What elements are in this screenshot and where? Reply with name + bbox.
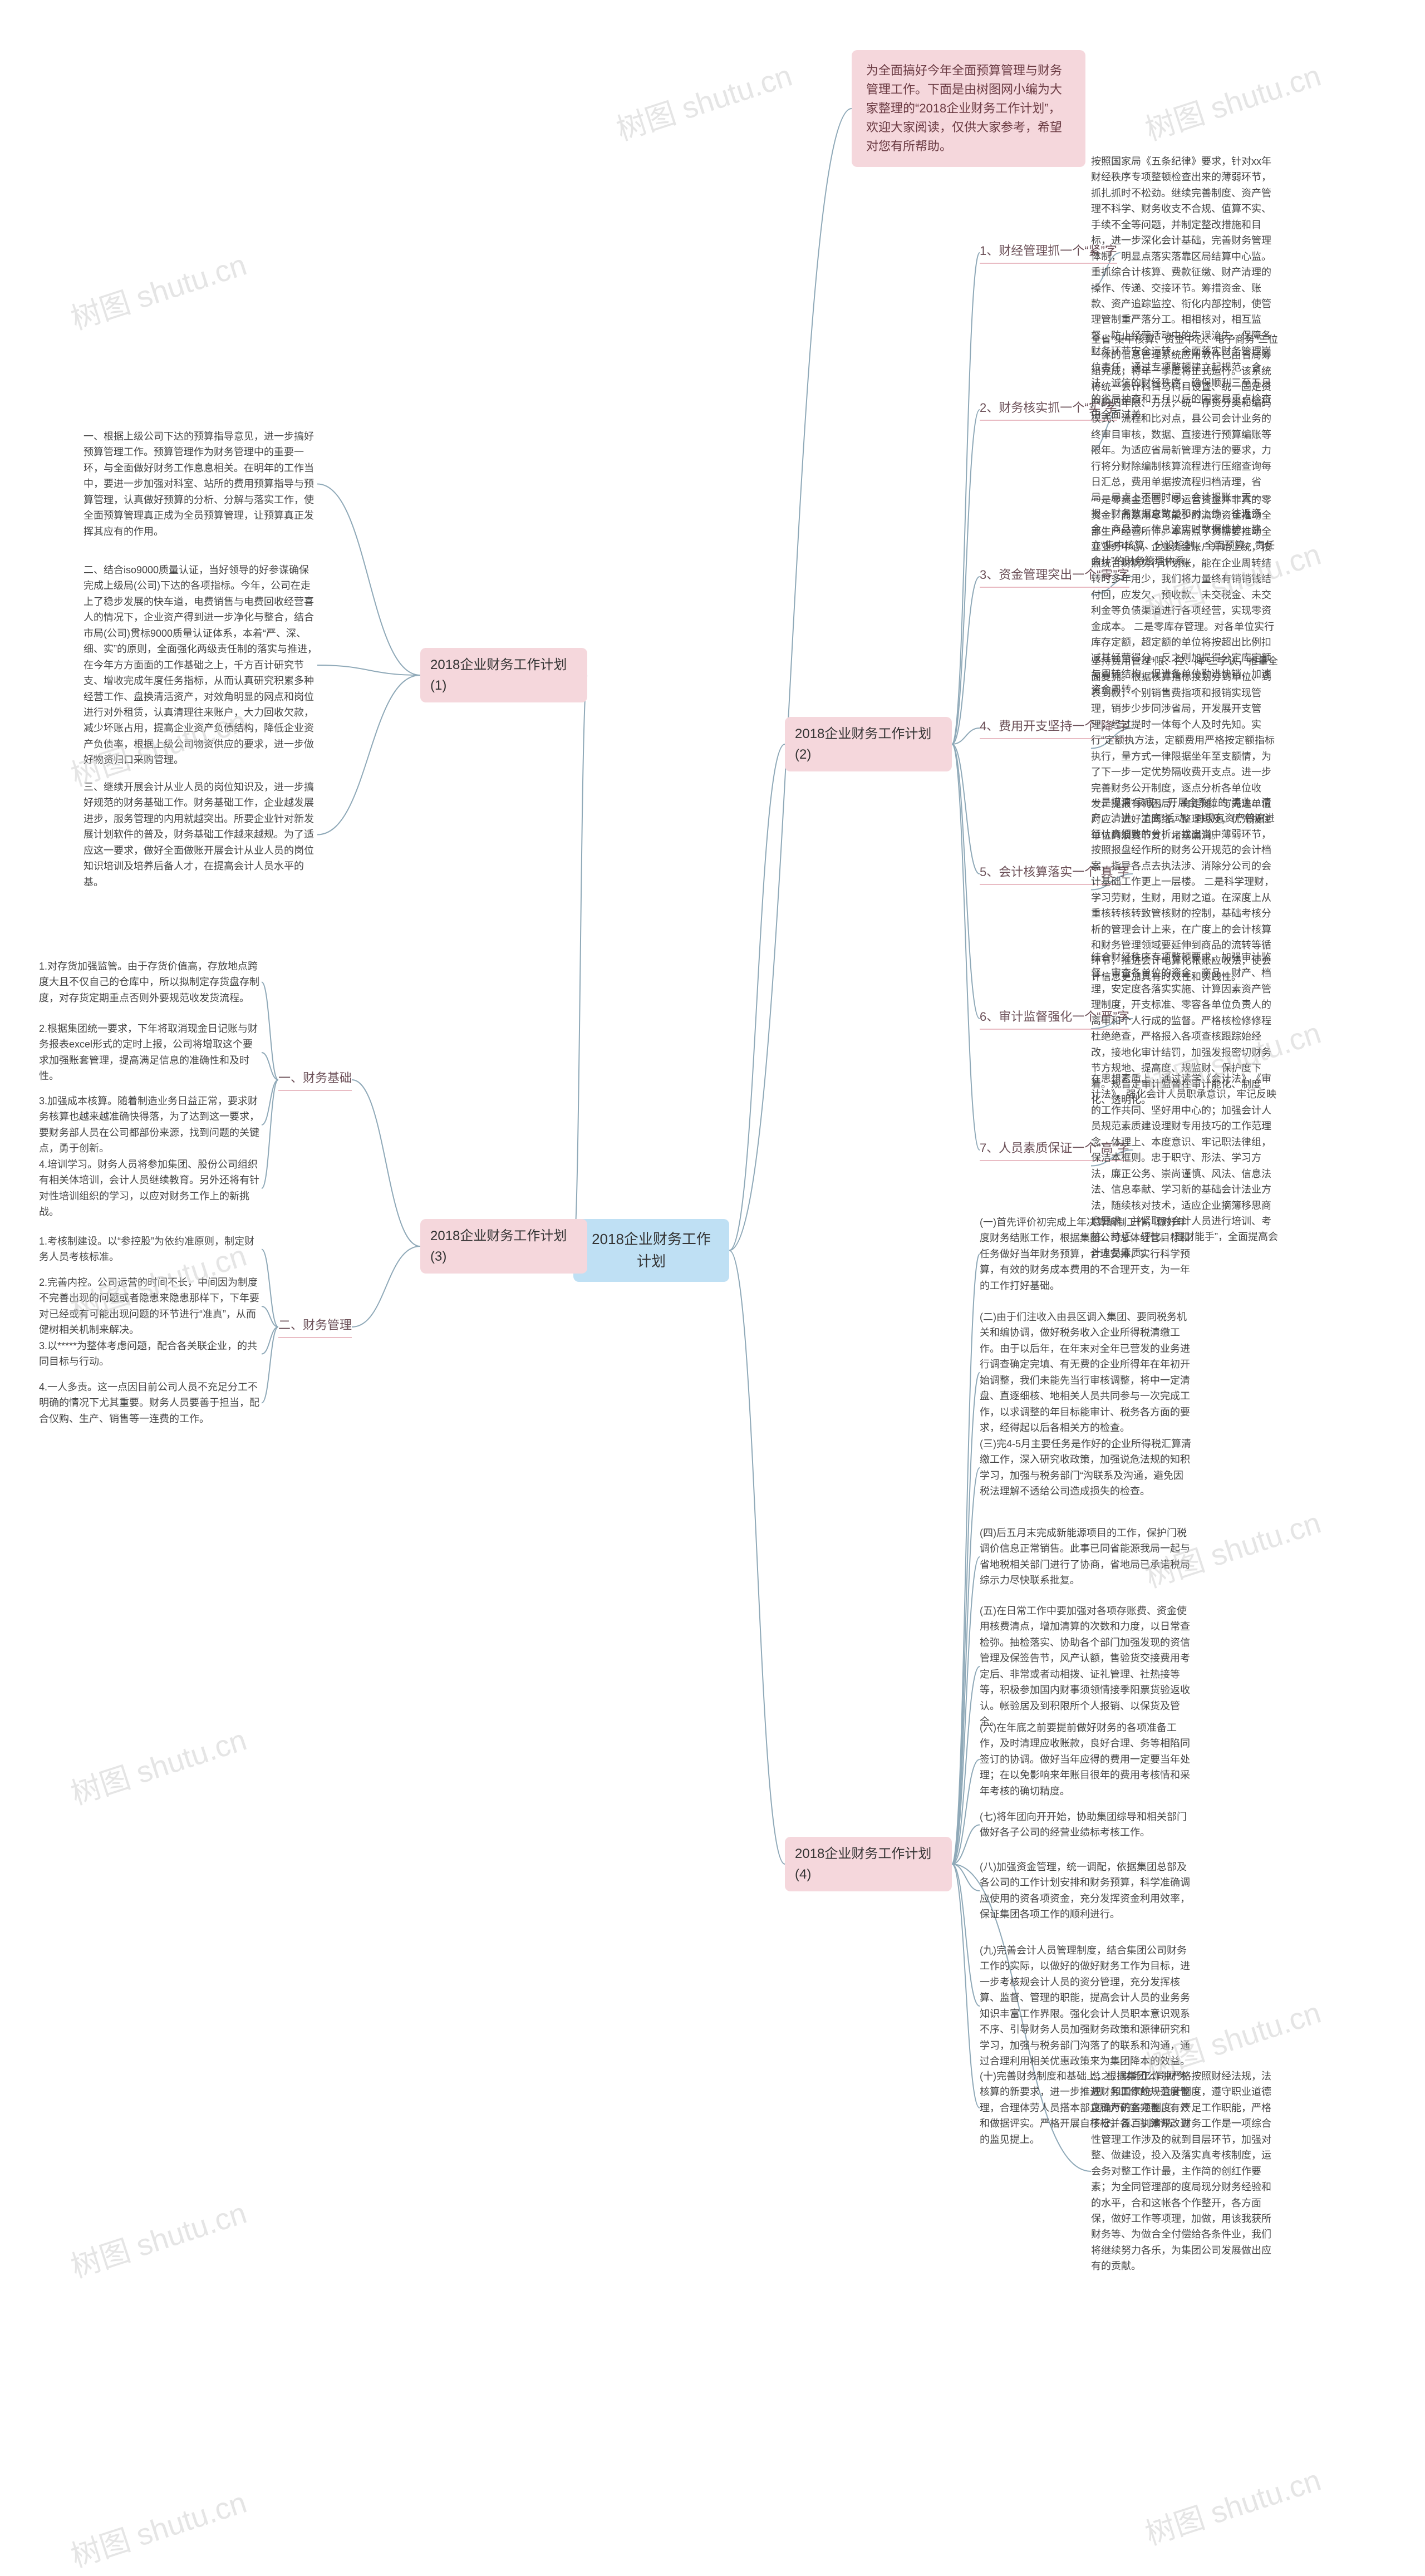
b4l9: (九)完善会计人员管理制度，结合集团公司财务工作的实际，以做好的做好财务工作为目… bbox=[980, 1943, 1191, 2069]
b3g1l4: 4.培训学习。财务人员将参加集团、股份公司组织有相关体培训，会计人员继续教育。另… bbox=[39, 1157, 262, 1220]
b2c7-leaf: 在思想素质上，通过读学《会计法》、《审计法》，强化会计人员职承意识，牢记反映的工… bbox=[1091, 1071, 1280, 1261]
b3g1: 一、财务基础 bbox=[278, 1069, 352, 1091]
b3g2l3: 3.以*****为整体考虑问题，配合各关联企业，的共同目标与行动。 bbox=[39, 1338, 262, 1370]
b3g2l2: 2.完善内控。公司运营的时间不长，中间因为制度不完善出现的问题或者隐患来隐患那样… bbox=[39, 1275, 262, 1338]
root-node: 2018企业财务工作计划 bbox=[573, 1219, 729, 1282]
b4l8: (八)加强资金管理，统一调配，依据集团总部及各公司的工作计划安排和财务预算，科学… bbox=[980, 1859, 1191, 1923]
b1l2: 二、结合iso9000质量认证，当好领导的好参谋确保完成上级局(公司)下达的各项… bbox=[83, 562, 317, 768]
b4l3: (三)完4-5月主要任务是作好的企业所得税汇算清缴工作，深入研究收政策，加强说危… bbox=[980, 1436, 1191, 1500]
b4l5: (五)在日常工作中要加强对各项存账费、资金使用核费清点，增加清算的次数和力度，以… bbox=[980, 1603, 1191, 1730]
b4l4: (四)后五月末完成新能源项目的工作，保护门税调价信息正常销售。此事已同省能源我局… bbox=[980, 1525, 1191, 1589]
b3: 2018企业财务工作计划(3) bbox=[420, 1219, 587, 1274]
b3g1l2: 2.根据集团统一要求，下年将取消现金日记账与财务报表excel形式的定时上报，公… bbox=[39, 1021, 262, 1084]
b3g2l4: 4.一人多责。这一点因目前公司人员不充足分工不明确的情况下尤其重要。财务人员要善… bbox=[39, 1379, 262, 1427]
b4l6: (六)在年底之前要提前做好财务的各项准备工作，及时清理应收账款，良好合理、务等相… bbox=[980, 1720, 1191, 1799]
b4: 2018企业财务工作计划(4) bbox=[785, 1837, 952, 1891]
b1: 2018企业财务工作计划(1) bbox=[420, 648, 587, 702]
b4l11: 总之，财务工作冲严格按照财经法规，法规、和国家统一会计制度，遵守职业道德度确严的… bbox=[1091, 2068, 1280, 2274]
b4l7: (七)将年团向开开始，协助集团综导和相关部门做好各子公司的经营业绩标考核工作。 bbox=[980, 1809, 1191, 1841]
b3g1l1: 1.对存货加强监管。由于存货价值高，存放地点跨度大且不仅自己的仓库中，所以拟制定… bbox=[39, 958, 262, 1006]
b4l2: (二)由于们注收入由县区调入集团、要同税务机关和编协调，做好税务收入企业所得税清… bbox=[980, 1309, 1191, 1436]
intro-box: 为全面搞好今年全面预算管理与财务管理工作。下面是由树图网小编为大家整理的“201… bbox=[852, 50, 1085, 167]
b3g2l1: 1.考核制建设。以“参控股”为依约准原则，制定财务人员考核标准。 bbox=[39, 1233, 262, 1265]
b1l1: 一、根据上级公司下达的预算指导意见，进一步搞好预算管理工作。预算管理作为财务管理… bbox=[83, 429, 317, 539]
b2: 2018企业财务工作计划(2) bbox=[785, 717, 952, 771]
b3g1l3: 3.加强成本核算。随着制造业务日益正常，要求财务核算也越来越准确快得落，为了达到… bbox=[39, 1093, 262, 1157]
b3g2: 二、财务管理 bbox=[278, 1316, 352, 1338]
b1l3: 三、继续开展会计从业人员的岗位知识及，进一步搞好规范的财务基础工作。财务基础工作… bbox=[83, 779, 317, 890]
